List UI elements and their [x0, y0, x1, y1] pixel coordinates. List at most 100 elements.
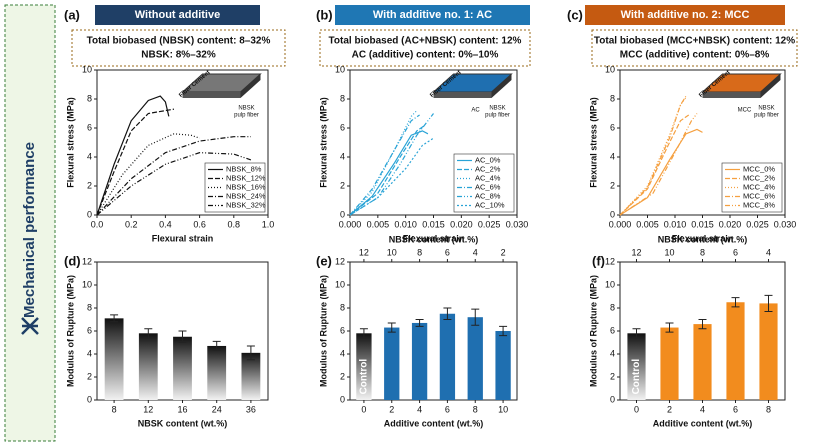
y-tick-label: 8 — [610, 302, 615, 312]
legend-label: NBSK_8% — [226, 164, 262, 173]
bar — [138, 333, 158, 400]
data-line — [96, 95, 170, 216]
x-axis-label: Additive content (wt.%) — [653, 418, 753, 428]
bar — [241, 352, 261, 400]
panel-label: (e) — [316, 253, 332, 268]
y-tick-label: 4 — [340, 348, 345, 358]
panel-label: (c) — [567, 7, 583, 22]
panel-label: (f) — [592, 253, 605, 268]
y-tick-label: 8 — [87, 302, 92, 312]
data-line — [349, 113, 434, 216]
x-tick-label: 0.005 — [636, 219, 659, 229]
legend-label: NBSK_32% — [226, 200, 266, 209]
inset-label: pulp fiber — [754, 113, 779, 119]
x-tick-label: 16 — [177, 404, 187, 414]
x-tick-label: 0 — [634, 404, 639, 414]
plot-frame — [349, 261, 518, 401]
title-banner — [585, 5, 785, 25]
x-tick-label: 0.010 — [394, 219, 417, 229]
x-tick-label: 0.6 — [193, 219, 206, 229]
y-axis-label: Modulus of Rupture (MPa) — [588, 275, 598, 387]
inset-label: MCC — [738, 108, 752, 114]
plot-frame — [96, 69, 269, 216]
error-bar — [731, 297, 740, 308]
x-tick-label: 8 — [766, 404, 771, 414]
top-tick-label: 8 — [700, 247, 705, 257]
data-line — [96, 108, 175, 216]
top-tick-label: 8 — [417, 247, 422, 257]
y-tick-label: 4 — [87, 348, 92, 358]
y-tick-label: 0 — [87, 394, 92, 404]
y-tick-label: 10 — [82, 279, 92, 289]
y-tick-label: 2 — [610, 371, 615, 381]
y-tick-label: 6 — [87, 325, 92, 335]
y-tick-label: 2 — [340, 180, 345, 190]
subtitle-box — [71, 29, 286, 67]
error-bar — [415, 319, 424, 327]
inset-label: AC — [471, 108, 480, 114]
x-tick-label: 6 — [733, 404, 738, 414]
y-tick-label: 12 — [335, 256, 345, 266]
data-line — [96, 152, 252, 216]
y-tick-label: 10 — [82, 64, 92, 74]
y-tick-label: 6 — [610, 325, 615, 335]
legend-label: MCC_6% — [743, 191, 775, 200]
legend-label: NBSK_12% — [226, 173, 266, 182]
y-tick-label: 8 — [87, 93, 92, 103]
x-axis-label: Flexural strain — [152, 233, 214, 243]
data-line — [619, 113, 698, 216]
x-axis-label: Flexural strain — [403, 233, 465, 243]
legend-label: AC_0% — [475, 155, 501, 164]
subtitle: NBSK: 8%–32% — [141, 50, 216, 61]
subtitle: AC (additive) content: 0%–10% — [352, 50, 499, 61]
y-tick-label: 4 — [340, 151, 345, 161]
x-tick-label: 0.4 — [159, 219, 172, 229]
y-tick-label: 2 — [340, 371, 345, 381]
x-tick-label: 2 — [667, 404, 672, 414]
y-tick-label: 6 — [340, 122, 345, 132]
inset-side — [760, 74, 781, 98]
y-tick-label: 12 — [82, 256, 92, 266]
data-line — [349, 137, 434, 216]
data-line — [349, 110, 418, 216]
x-axis-label: Flexural strain — [672, 233, 734, 243]
x-tick-label: 0.020 — [719, 219, 742, 229]
inset-label: pulp fiber — [234, 113, 259, 119]
top-axis-label: NBSK content (wt.%) — [389, 234, 479, 244]
x-tick-label: 8 — [473, 404, 478, 414]
legend-label: MCC_4% — [743, 182, 775, 191]
x-tick-label: 6 — [445, 404, 450, 414]
data-line — [349, 130, 429, 216]
bar — [356, 333, 372, 400]
inset-side — [433, 92, 492, 98]
sidebar — [4, 4, 56, 442]
x-tick-label: 0.010 — [664, 219, 687, 229]
error-bar — [698, 319, 707, 330]
x-tick-label: 24 — [212, 404, 222, 414]
y-tick-label: 0 — [340, 209, 345, 219]
x-tick-label: 4 — [417, 404, 422, 414]
subtitle: Total biobased (NBSK) content: 8–32% — [87, 36, 271, 47]
top-tick-label: 6 — [733, 247, 738, 257]
legend-label: MCC_0% — [743, 164, 775, 173]
subtitle: MCC (additive) content: 0%–8% — [620, 50, 770, 61]
y-tick-label: 8 — [610, 93, 615, 103]
y-tick-label: 10 — [335, 64, 345, 74]
x-tick-label: 0.000 — [339, 219, 362, 229]
inset-label: NBSK — [758, 106, 774, 112]
chart-title: With additive no. 2: MCC — [621, 9, 750, 21]
bar — [411, 322, 428, 400]
data-line — [349, 124, 426, 216]
legend-label: AC_10% — [475, 200, 505, 209]
bar — [384, 327, 400, 400]
bar — [495, 331, 511, 400]
top-tick-label: 10 — [387, 247, 397, 257]
y-axis-label: Flexural stress (MPa) — [65, 97, 75, 188]
y-tick-label: 4 — [87, 151, 92, 161]
y-axis-label: Modulus of Rupture (MPa) — [318, 275, 328, 387]
y-axis-label: Flexural stress (MPa) — [318, 97, 328, 188]
error-bar — [144, 328, 153, 339]
panel-label: (a) — [64, 7, 80, 22]
bar-label: Control — [631, 359, 642, 395]
